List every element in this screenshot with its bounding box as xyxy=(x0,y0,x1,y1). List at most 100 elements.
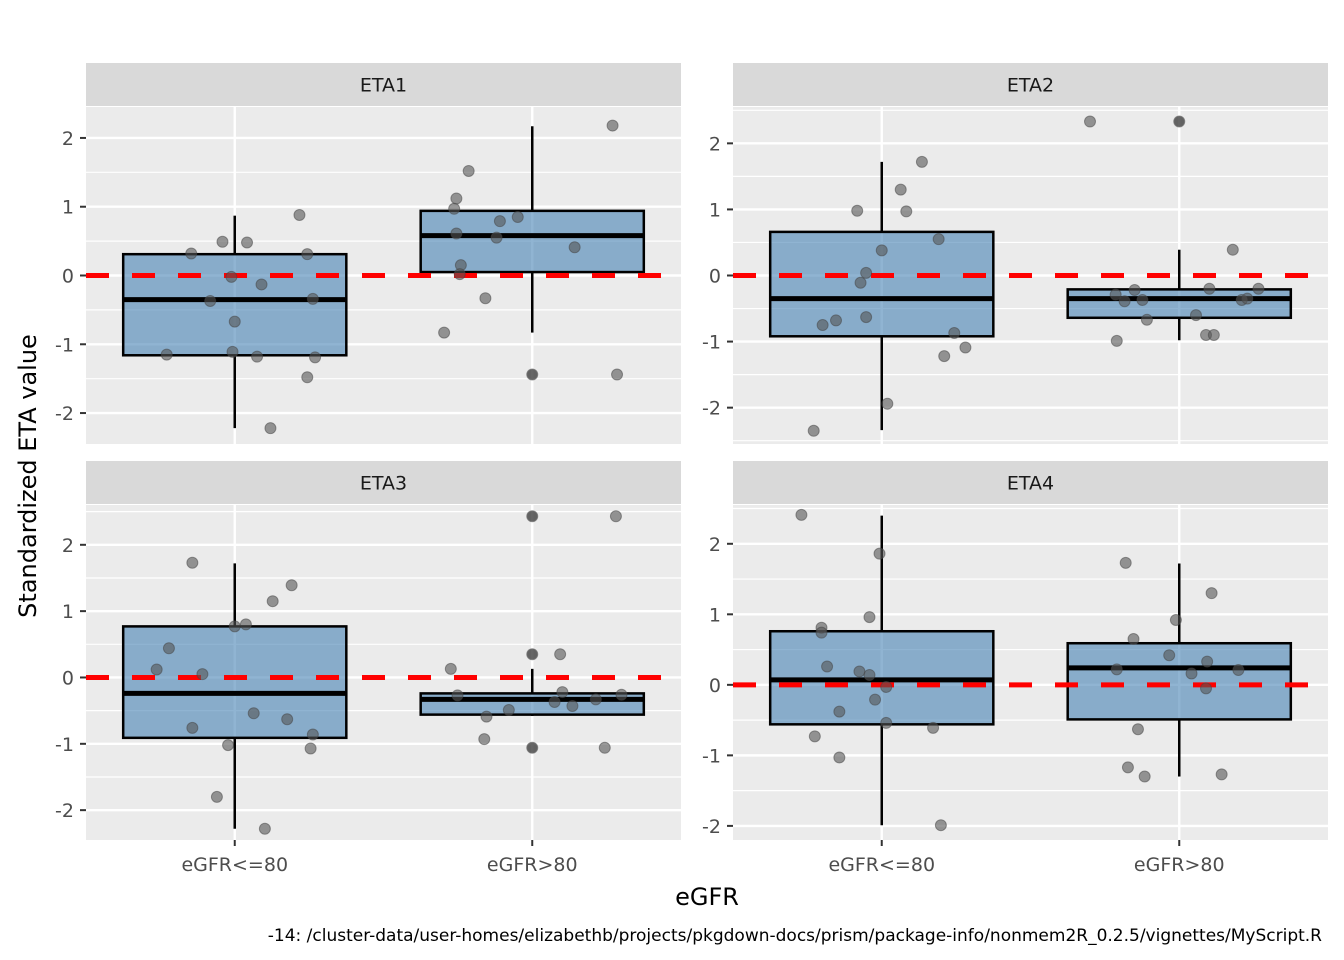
facet-strip-label: ETA2 xyxy=(1007,75,1054,97)
data-point xyxy=(150,663,163,676)
y-tick-label: -2 xyxy=(702,816,721,838)
data-point xyxy=(927,721,940,734)
data-point xyxy=(816,319,829,332)
data-point xyxy=(1109,288,1122,301)
data-point xyxy=(795,508,808,521)
data-point xyxy=(502,703,515,716)
data-point xyxy=(880,680,893,693)
data-point xyxy=(186,556,199,569)
data-point xyxy=(548,696,561,709)
y-tick-label: -1 xyxy=(55,334,74,356)
data-point xyxy=(1136,293,1149,306)
data-point xyxy=(450,192,463,205)
y-axis-title: Standardized ETA value xyxy=(14,334,42,618)
data-point xyxy=(285,579,298,592)
boxplot-low xyxy=(121,563,348,829)
data-point xyxy=(210,790,223,803)
data-point xyxy=(222,739,235,752)
x-tick-label: eGFR<=80 xyxy=(828,854,935,876)
boxplot-high xyxy=(1066,563,1293,777)
data-point xyxy=(306,292,319,305)
y-tick-label: 1 xyxy=(709,604,721,626)
data-point xyxy=(932,233,945,246)
box-iqr xyxy=(419,209,646,274)
data-point xyxy=(186,721,199,734)
x-tick-label: eGFR>80 xyxy=(487,854,578,876)
x-tick-label: eGFR>80 xyxy=(1134,854,1225,876)
data-point xyxy=(293,208,306,221)
boxplot-low xyxy=(121,215,348,429)
facet-strip xyxy=(86,63,681,106)
data-point xyxy=(900,205,913,218)
y-tick-label: 2 xyxy=(709,133,721,155)
data-point xyxy=(241,236,254,249)
data-point xyxy=(1203,282,1216,295)
data-point xyxy=(266,595,279,608)
data-point xyxy=(1110,663,1123,676)
data-point xyxy=(833,705,846,718)
data-point xyxy=(873,547,886,560)
facet-strip-label: ETA4 xyxy=(1007,473,1054,495)
data-point xyxy=(807,424,820,437)
facet-strip xyxy=(86,461,681,504)
data-point xyxy=(1127,633,1140,645)
data-point xyxy=(301,371,314,384)
data-point xyxy=(301,248,314,261)
y-tick-label: -1 xyxy=(702,332,721,354)
facet-strip xyxy=(733,63,1328,106)
y-tick-label: -1 xyxy=(702,745,721,767)
data-point xyxy=(1118,295,1131,308)
data-point xyxy=(1215,768,1228,781)
box-iqr xyxy=(1066,641,1293,721)
data-point xyxy=(821,660,834,673)
data-point xyxy=(959,341,972,354)
data-point xyxy=(1110,334,1123,347)
facet-panel-eta2: ETA2 -2 -1 0 1 2 xyxy=(702,63,1328,444)
data-point xyxy=(853,665,866,678)
data-point xyxy=(860,311,873,324)
facet-panel-eta4: ETA4 -2 -1 0 1 2 eGFR<=80 eGFR>80 xyxy=(702,461,1328,876)
data-point xyxy=(1189,309,1202,322)
data-point xyxy=(615,688,628,701)
data-point xyxy=(833,751,846,764)
data-point xyxy=(934,819,947,832)
data-point xyxy=(438,326,451,339)
data-point xyxy=(251,350,264,363)
data-point xyxy=(258,822,271,835)
data-point xyxy=(453,268,466,281)
box-iqr xyxy=(121,252,348,357)
data-point xyxy=(255,278,268,291)
data-point xyxy=(526,741,539,754)
facet-panel-eta1: ETA1 -2 -1 0 1 2 xyxy=(55,63,681,444)
data-point xyxy=(556,686,569,699)
data-point xyxy=(490,231,503,244)
data-point xyxy=(566,700,579,712)
data-point xyxy=(479,292,492,305)
data-point xyxy=(226,345,239,358)
y-tick-label: -2 xyxy=(55,403,74,425)
boxplot-low xyxy=(768,515,995,826)
y-tick-label: 0 xyxy=(709,266,721,288)
data-point xyxy=(225,270,238,283)
box-iqr xyxy=(121,625,348,740)
data-point xyxy=(1205,587,1218,600)
data-point xyxy=(239,618,252,631)
data-point xyxy=(863,611,876,624)
data-point xyxy=(863,668,876,681)
data-point xyxy=(860,266,873,279)
data-point xyxy=(1131,723,1144,736)
facet-panel-eta3: ETA3 -2 -1 0 1 2 eGFR<=80 eGFR>80 xyxy=(55,461,681,876)
boxplot-high xyxy=(1066,116,1293,341)
data-point xyxy=(526,368,539,381)
data-point xyxy=(309,351,322,364)
y-tick-label: 1 xyxy=(709,199,721,221)
x-tick-label: eGFR<=80 xyxy=(181,854,288,876)
y-tick-label: 0 xyxy=(62,266,74,288)
data-point xyxy=(815,626,828,639)
data-point xyxy=(478,733,491,746)
data-point xyxy=(1241,292,1254,305)
data-point xyxy=(1185,667,1198,680)
data-point xyxy=(915,155,928,168)
data-point xyxy=(609,510,622,523)
data-point xyxy=(1163,649,1176,662)
